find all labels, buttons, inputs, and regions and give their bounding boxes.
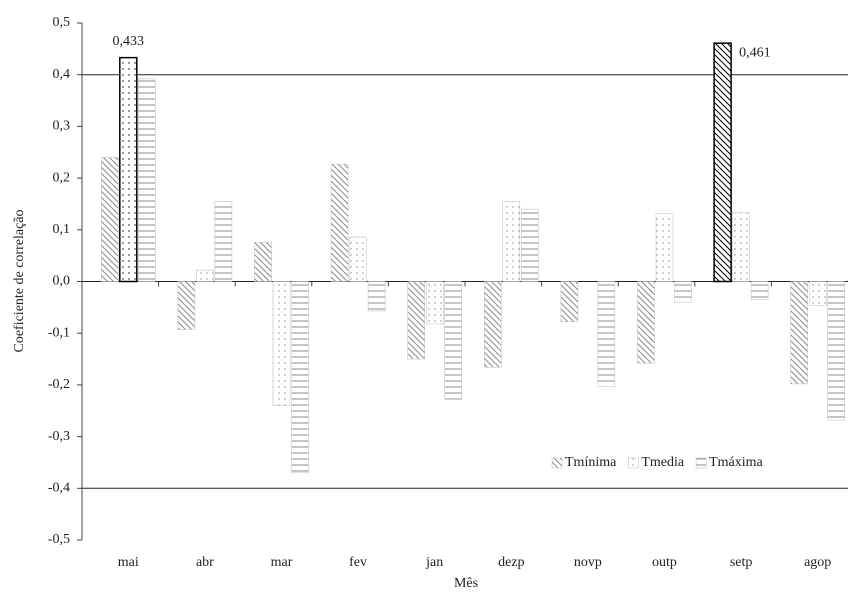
y-tick-label: -0,5	[48, 532, 70, 547]
bar	[655, 213, 674, 282]
x-tick-label: jan	[425, 555, 443, 570]
bar	[521, 208, 539, 282]
bar	[597, 281, 616, 387]
x-tick-label: setp	[730, 555, 753, 570]
bar	[272, 281, 291, 406]
bar	[637, 281, 655, 364]
bar	[502, 201, 521, 282]
y-tick-label: -0,1	[48, 325, 70, 340]
bar	[407, 281, 425, 360]
legend-label: Tmáxima	[709, 455, 763, 470]
x-tick-label: mar	[271, 555, 293, 570]
x-tick-label: novp	[574, 555, 602, 570]
legend-swatch	[628, 457, 639, 469]
x-axis-label: Mês	[454, 576, 478, 591]
bar	[177, 281, 196, 330]
bar	[367, 281, 386, 312]
bar	[827, 281, 845, 421]
value-label: 0,433	[113, 34, 145, 49]
bar	[444, 281, 462, 400]
legend-swatch	[551, 457, 563, 469]
y-tick-label: 0,5	[53, 15, 71, 30]
bar	[732, 212, 750, 282]
x-tick-label: agop	[804, 555, 831, 570]
bar	[484, 281, 502, 368]
y-axis-label: Coeficiente de correlação	[12, 209, 27, 352]
bar	[101, 157, 119, 282]
bar	[790, 281, 808, 385]
value-label: 0,461	[739, 45, 771, 60]
legend-label: Tmedia	[641, 455, 685, 470]
y-tick-label: -0,3	[48, 429, 70, 444]
bar	[674, 281, 692, 303]
y-tick-label: 0,3	[53, 119, 71, 134]
y-tick-label: 0,0	[53, 274, 71, 289]
x-tick-label: mai	[118, 555, 139, 570]
bar	[750, 281, 769, 300]
bar	[119, 56, 138, 283]
legend-swatch	[695, 457, 707, 469]
bar	[560, 281, 579, 323]
y-tick-label: -0,2	[48, 377, 70, 392]
y-tick-label: 0,1	[53, 222, 71, 237]
bar	[330, 163, 349, 282]
legend-label: Tmínima	[565, 455, 617, 470]
y-tick-label: 0,4	[53, 67, 71, 82]
bar	[196, 269, 214, 282]
x-tick-label: outp	[652, 555, 677, 570]
bar	[349, 236, 367, 282]
bar	[291, 281, 309, 474]
bar	[713, 42, 732, 283]
bar	[214, 201, 233, 282]
bar	[808, 281, 827, 307]
bar	[425, 281, 444, 325]
bar	[254, 241, 272, 282]
y-tick-label: -0,4	[48, 481, 70, 496]
x-tick-label: fev	[349, 555, 367, 570]
x-tick-label: dezp	[498, 555, 524, 570]
bar	[138, 78, 156, 282]
y-tick-label: 0,2	[53, 170, 71, 185]
x-tick-label: abr	[196, 555, 214, 570]
